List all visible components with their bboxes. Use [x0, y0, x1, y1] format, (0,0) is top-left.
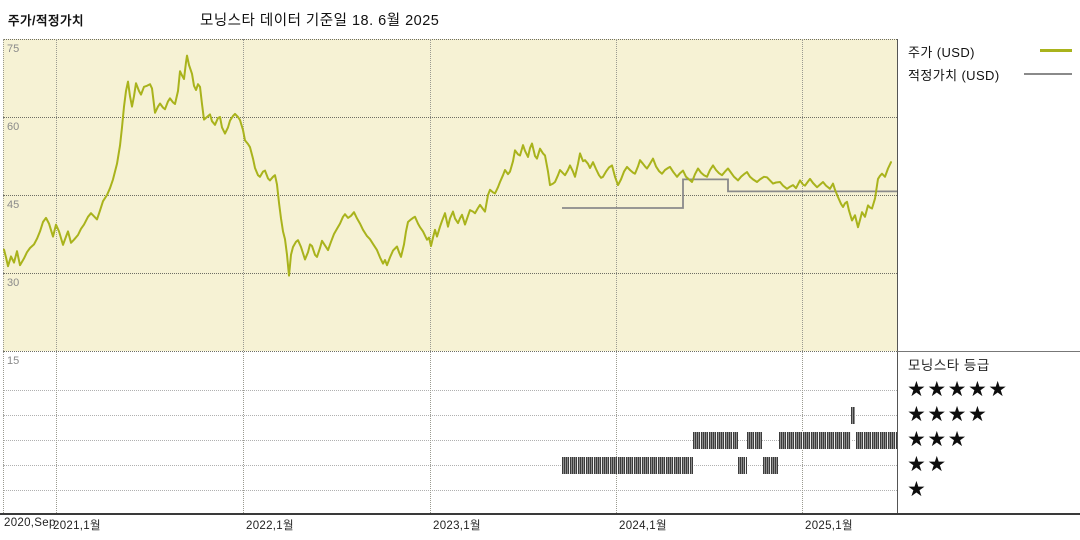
star-row-5: ★★★★★ — [907, 378, 1009, 401]
rating-bar-segment-3-star — [779, 431, 851, 449]
legend-item-price: 주가 (USD) — [908, 42, 975, 61]
y-tick-label-60: 60 — [7, 121, 20, 133]
h-gridline-30 — [3, 273, 897, 274]
legend-item-fair-value: 적정가치 (USD) — [908, 65, 1000, 84]
v-gridline-2022,1월 — [243, 39, 244, 513]
star-row-4: ★★★★ — [907, 403, 989, 426]
legend-price-label: 주가 (USD) — [908, 45, 975, 60]
y-tick-label-30: 30 — [7, 277, 20, 289]
h-gridline-1-star — [3, 490, 897, 491]
star-row-2: ★★ — [907, 453, 948, 476]
as-of-date-label: 모닝스타 데이터 기준일 18. 6월 2025 — [200, 13, 440, 29]
plot-right-border — [897, 39, 898, 513]
x-tick-label: 2022,1월 — [246, 520, 294, 532]
h-gridline-2-star — [3, 465, 897, 466]
v-gridline-2024,1월 — [616, 39, 617, 513]
rating-bar-segment-2-star — [738, 456, 747, 474]
star-row-3: ★★★ — [907, 428, 968, 451]
x-tick-label: 2025,1월 — [805, 520, 853, 532]
price-line-swatch — [1040, 49, 1072, 52]
rating-panel-title: 모닝스타 등급 — [908, 358, 990, 373]
x-tick-label: 2021,1월 — [53, 520, 101, 532]
rating-bar-segment-4-star — [851, 406, 855, 424]
h-gridline-15 — [3, 351, 897, 352]
rating-bar-segment-2-star — [763, 456, 778, 474]
y-tick-label-45: 45 — [7, 199, 20, 211]
x-tick-label: 2020,Sep — [4, 517, 56, 529]
x-axis-line — [0, 513, 1080, 515]
v-gridline-2021,1월 — [56, 39, 57, 513]
h-gridline-4-star — [3, 415, 897, 416]
rating-bar-segment-3-star — [747, 431, 762, 449]
v-gridline-2020,Sep — [3, 39, 4, 513]
fair-value-line — [562, 178, 897, 209]
chart-title: 주가/적정가치 — [8, 14, 84, 28]
fair-value-line-swatch — [1024, 73, 1072, 75]
h-gridline-60 — [3, 117, 897, 118]
legend-fair-value-label: 적정가치 (USD) — [908, 68, 1000, 83]
v-gridline-2023,1월 — [430, 39, 431, 513]
x-tick-label: 2023,1월 — [433, 520, 481, 532]
x-tick-label: 2024,1월 — [619, 520, 667, 532]
panel-divider-line — [897, 351, 1080, 352]
star-row-1: ★ — [907, 478, 928, 501]
rating-bar-segment-3-star — [693, 431, 738, 449]
h-gridline-3-star — [3, 440, 897, 441]
h-gridline-75 — [3, 39, 897, 40]
rating-bar-segment-2-star — [562, 456, 693, 474]
h-gridline-45 — [3, 195, 897, 196]
y-tick-label-75: 75 — [7, 43, 20, 55]
v-gridline-2025,1월 — [802, 39, 803, 513]
rating-bar-segment-3-star — [856, 431, 897, 449]
y-tick-label-15: 15 — [7, 355, 20, 367]
h-gridline-5-star — [3, 390, 897, 391]
price-line — [3, 54, 892, 277]
